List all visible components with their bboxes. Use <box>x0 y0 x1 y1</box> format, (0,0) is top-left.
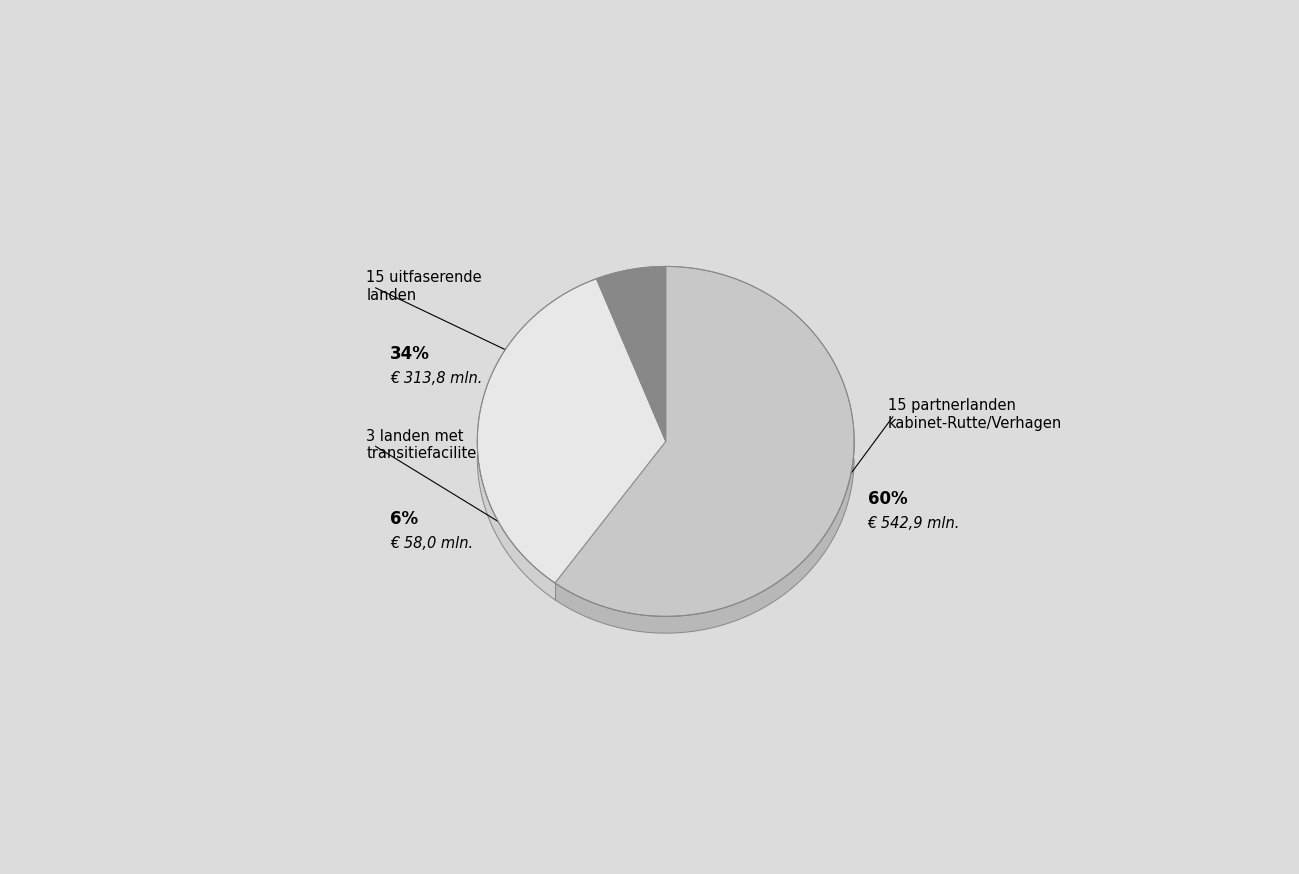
Text: 34%: 34% <box>390 345 430 363</box>
Text: € 58,0 mln.: € 58,0 mln. <box>390 536 473 551</box>
Text: € 542,9 mln.: € 542,9 mln. <box>868 516 960 531</box>
Text: 6%: 6% <box>390 510 418 528</box>
Text: 15 uitfaserende
landen: 15 uitfaserende landen <box>366 270 482 302</box>
Polygon shape <box>477 441 555 600</box>
Polygon shape <box>596 267 665 441</box>
Polygon shape <box>555 442 855 633</box>
Text: 3 landen met
transitiefaciliteit: 3 landen met transitiefaciliteit <box>366 428 486 461</box>
Polygon shape <box>555 267 855 616</box>
Text: 15 partnerlanden
kabinet-Rutte/Verhagen: 15 partnerlanden kabinet-Rutte/Verhagen <box>887 399 1063 431</box>
Text: 60%: 60% <box>868 489 907 508</box>
Text: € 313,8 mln.: € 313,8 mln. <box>390 371 482 385</box>
Polygon shape <box>477 279 665 583</box>
